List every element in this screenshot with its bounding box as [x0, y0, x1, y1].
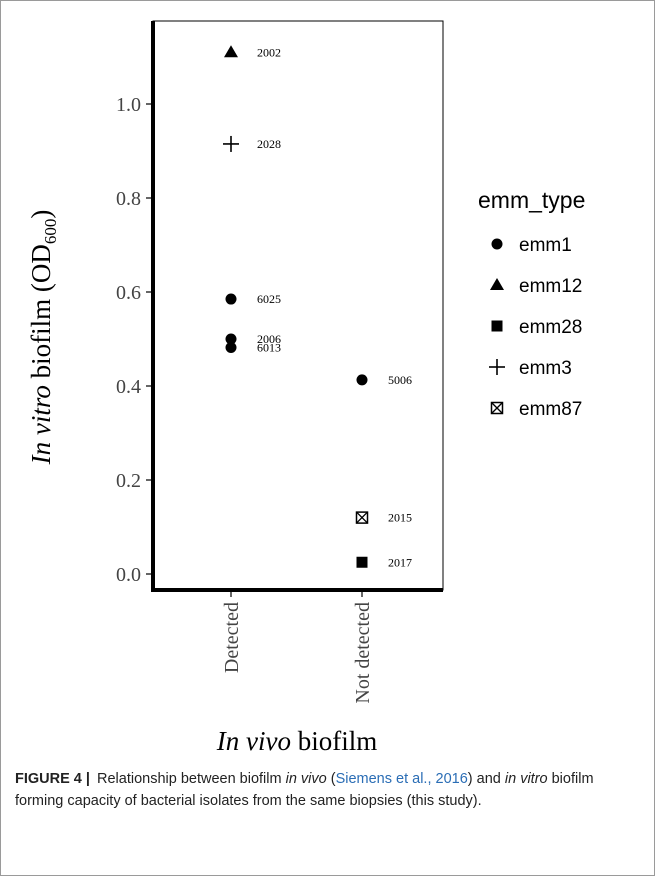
box — [355, 511, 369, 524]
caption-italic-2: in vitro — [504, 771, 548, 787]
caption-text-4: biofilm forming capacity of bacterial is… — [15, 771, 594, 809]
x-tick-label: Detected — [221, 602, 243, 673]
caption-citation-link[interactable]: Siemens et al., 2016 — [335, 771, 468, 787]
data-point — [355, 511, 369, 524]
caption-separator: | — [85, 771, 90, 787]
point-label: 2015 — [388, 511, 412, 525]
x-tick-label: Not detected — [352, 602, 374, 704]
legend-label: emm12 — [519, 276, 582, 297]
legend-label: emm28 — [519, 317, 582, 338]
legend-label: emm3 — [519, 358, 572, 379]
point-label: 6013 — [257, 340, 281, 354]
point-label: 5006 — [388, 373, 412, 387]
point-label: 2002 — [257, 45, 281, 59]
caption-text-2: ( — [326, 771, 336, 787]
legend-key — [490, 401, 504, 415]
caption-text-1: Relationship between biofilm — [92, 771, 286, 787]
legend-key — [490, 278, 504, 290]
point-label: 6025 — [257, 292, 281, 306]
y-tick-label: 0.0 — [116, 564, 141, 586]
diag-2 — [491, 402, 503, 414]
figure-caption: FIGURE 4 | Relationship between biofilm … — [15, 768, 640, 812]
diag-2 — [356, 511, 368, 524]
data-point — [223, 135, 239, 152]
y-tick-label: 0.2 — [116, 470, 141, 492]
legend-key — [489, 359, 505, 375]
data-point — [356, 374, 368, 386]
data-point — [356, 556, 368, 568]
y-axis-label: In vitro biofilm (OD600) — [26, 210, 60, 466]
y-tick-label: 1.0 — [116, 94, 141, 116]
data-point — [224, 45, 238, 58]
legend-label: emm87 — [519, 399, 582, 420]
y-tick-label: 0.6 — [116, 282, 141, 304]
caption-italic-1: in vivo — [285, 771, 327, 787]
x-axis-label: In vivo biofilm — [216, 726, 377, 756]
point-label: 2017 — [388, 555, 412, 569]
y-axis: 0.0 0.2 0.4 0.6 0.8 1.0 — [116, 94, 151, 586]
point-label: 2028 — [257, 137, 281, 151]
point-label: 2006 — [257, 332, 281, 346]
y-tick-label: 0.4 — [116, 376, 141, 398]
x-axis: Detected Not detected — [221, 592, 374, 704]
data-point — [225, 293, 237, 305]
caption-text-3: ) and — [467, 771, 505, 787]
legend-key — [491, 320, 503, 332]
chart: 0.00.20.40.60.81.0 Detected Not detected … — [26, 20, 585, 756]
plot-panel — [152, 20, 444, 591]
box — [490, 401, 504, 415]
data-point — [225, 333, 237, 345]
figure-label: FIGURE 4 — [15, 771, 82, 787]
plot-area — [151, 20, 444, 592]
data-point — [225, 341, 237, 353]
legend-key — [491, 238, 503, 250]
legend: emm_type emm1 emm12 emm28 emm3 emm87 — [478, 187, 585, 420]
legend-title: emm_type — [478, 187, 585, 213]
legend-label: emm1 — [519, 235, 572, 256]
y-tick-label: 0.8 — [116, 188, 141, 210]
